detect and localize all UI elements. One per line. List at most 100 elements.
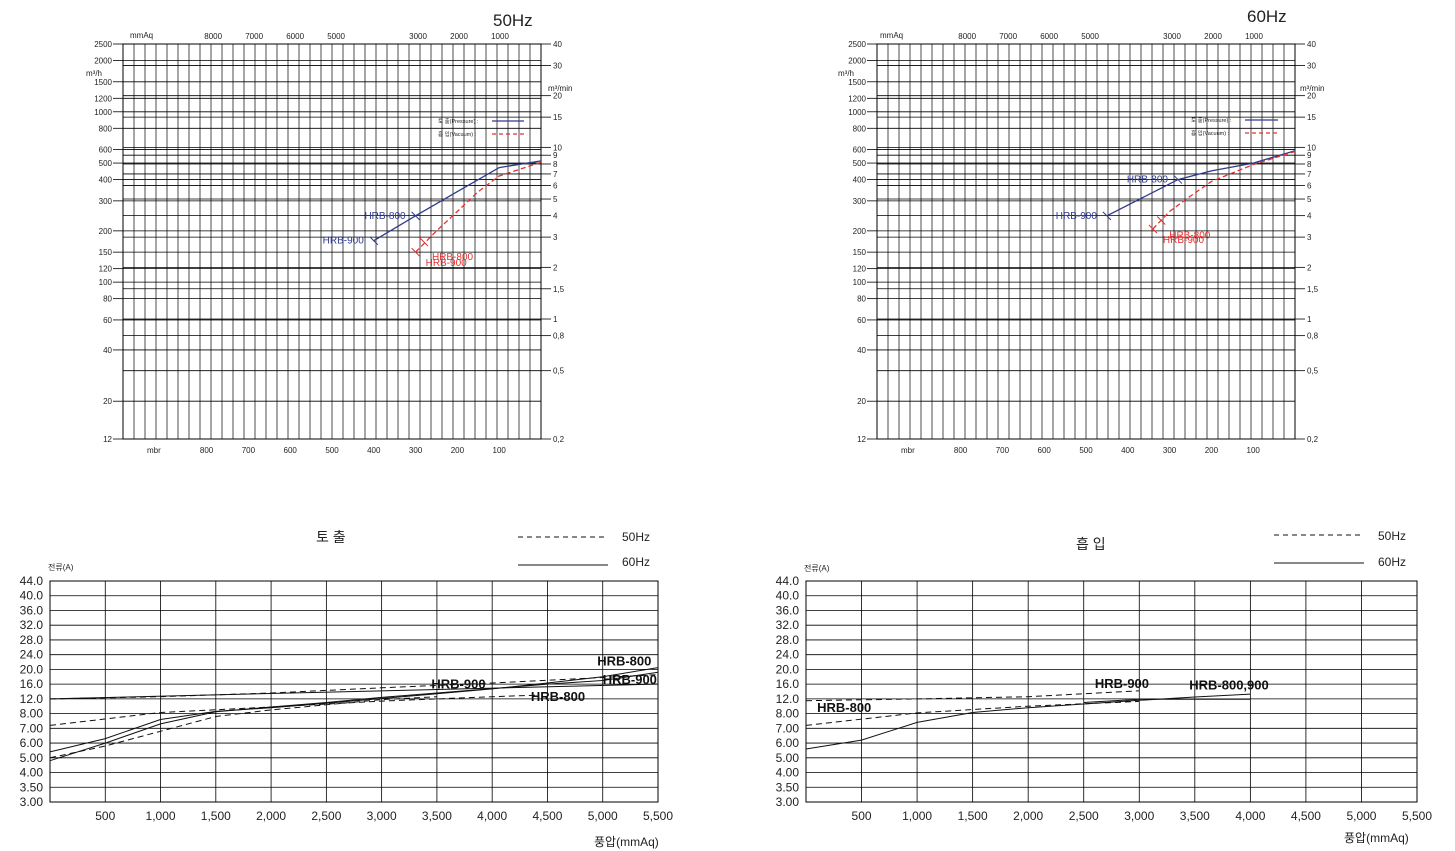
dashed-current-curve <box>805 690 1140 702</box>
right-tick-label: 2 <box>553 263 558 272</box>
solid-current-curve <box>49 683 659 700</box>
left-tick-label: 12 <box>103 435 112 444</box>
y-tick-label: 20.0 <box>776 662 800 676</box>
bottom-tick-label: 100 <box>493 446 507 455</box>
y-tick-label: 7.00 <box>776 721 800 735</box>
bottom-unit: mbr <box>901 446 915 455</box>
bottom-tick-label: 700 <box>996 446 1010 455</box>
left-tick-label: 100 <box>853 278 867 287</box>
right-tick-label: 40 <box>1307 40 1316 49</box>
model-marker <box>1102 211 1112 221</box>
top-tick-label: 2000 <box>1204 32 1222 41</box>
current-annotations: HRB-900 HRB-800 HRB-800 HRB-900 <box>431 654 657 704</box>
model-label: HRB-900 <box>603 672 657 687</box>
top-unit: mmAq <box>130 31 153 40</box>
x-tick-label: 5,000 <box>1346 809 1376 823</box>
current-annotations: HRB-800 HRB-900 HRB-800,900 <box>817 676 1269 715</box>
left-tick-label: 150 <box>853 248 867 257</box>
x-tick-label: 2,500 <box>1069 809 1099 823</box>
model-marker <box>369 236 379 246</box>
right-tick-label: 0,8 <box>1307 332 1319 341</box>
x-tick-label: 3,000 <box>1124 809 1154 823</box>
right-tick-label: 30 <box>1307 61 1316 70</box>
left-tick-label: 2500 <box>848 40 866 49</box>
y-tick-label: 44.0 <box>776 574 800 588</box>
pressure-curve <box>1106 150 1296 217</box>
left-tick-label: 1200 <box>848 94 866 103</box>
x-tick-label: 4,000 <box>477 809 507 823</box>
y-tick-label: 24.0 <box>776 648 800 662</box>
plot-frame <box>805 580 1418 803</box>
right-tick-label: 2 <box>1307 263 1312 272</box>
right-tick-label: 9 <box>553 151 558 160</box>
current-ticks: 44.040.036.032.028.024.020.016.012.08.00… <box>776 574 1433 823</box>
y-tick-label: 36.0 <box>20 603 44 617</box>
left-tick-label: 500 <box>99 159 113 168</box>
legend-60hz: 60Hz <box>1378 555 1406 569</box>
right-tick-label: 15 <box>553 113 562 122</box>
right-tick-label: 1,5 <box>553 285 565 294</box>
bottom-unit: mbr <box>147 446 161 455</box>
model-label: HRB-900 <box>426 258 468 269</box>
left-tick-label: 800 <box>853 124 867 133</box>
bottom-tick-label: 600 <box>1038 446 1052 455</box>
left-tick-label: 600 <box>853 146 867 155</box>
legend-50hz: 50Hz <box>1378 529 1406 543</box>
legend-vacuum: 흡 입(Vacuum) : <box>438 130 477 138</box>
top-tick-label: 3000 <box>1163 32 1181 41</box>
x-tick-label: 3,500 <box>422 809 452 823</box>
current-series <box>805 690 1251 750</box>
x-tick-label: 4,500 <box>1291 809 1321 823</box>
left-tick-label: 300 <box>853 197 867 206</box>
current-grid <box>805 580 1418 803</box>
performance-legend: 토 출(Pressure) : 흡 입(Vacuum) : <box>438 117 524 138</box>
y-tick-label: 3.00 <box>776 795 800 809</box>
model-marker <box>411 247 420 257</box>
bottom-tick-label: 800 <box>954 446 968 455</box>
chart-title: 흡 입 <box>1076 536 1106 552</box>
bottom-tick-label: 200 <box>1205 446 1219 455</box>
y-tick-label: 5.00 <box>20 751 44 765</box>
left-tick-label: 20 <box>857 397 866 406</box>
left-tick-label: 400 <box>853 176 867 185</box>
solid-current-curve <box>49 671 659 762</box>
model-marker <box>1148 224 1158 234</box>
left-tick-label: 150 <box>99 248 113 257</box>
y-tick-label: 24.0 <box>20 648 44 662</box>
chart-title: 토 출 <box>316 529 346 545</box>
legend-vacuum: 흡 입(Vacuum) : <box>1191 129 1230 137</box>
y-tick-label: 16.0 <box>776 677 800 691</box>
left-tick-label: 100 <box>99 278 113 287</box>
dashed-current-curve <box>49 696 437 759</box>
y-tick-label: 7.00 <box>20 721 44 735</box>
bottom-tick-label: 300 <box>1163 446 1177 455</box>
current-ticks: 44.040.036.032.028.024.020.016.012.08.00… <box>20 574 674 823</box>
y-tick-label: 8.00 <box>20 707 44 721</box>
model-label: HRB-800 <box>1169 231 1211 242</box>
legend-50hz: 50Hz <box>622 530 650 544</box>
x-tick-label: 5,500 <box>1402 809 1432 823</box>
performance-grid <box>122 43 542 440</box>
bottom-tick-label: 100 <box>1247 446 1261 455</box>
right-unit: m³/min <box>548 84 572 93</box>
x-tick-label: 3,000 <box>367 809 397 823</box>
left-tick-label: 500 <box>853 159 867 168</box>
legend-pressure: 토 출(Pressure) : <box>1191 116 1232 124</box>
left-tick-label: 200 <box>853 227 867 236</box>
x-tick-label: 1,500 <box>958 809 988 823</box>
left-tick-label: 200 <box>99 227 113 236</box>
right-tick-label: 5 <box>553 195 558 204</box>
y-tick-label: 28.0 <box>20 633 44 647</box>
right-tick-label: 1 <box>553 315 558 324</box>
bottom-tick-label: 200 <box>451 446 465 455</box>
right-tick-label: 3 <box>1307 233 1312 242</box>
left-tick-label: 60 <box>103 316 112 325</box>
current-chart-suction: 흡 입 50Hz 60Hz 전류(A) 풍압(mmAq) 44.040.036.… <box>776 529 1433 845</box>
performance-series <box>373 160 542 253</box>
model-marker <box>419 237 429 247</box>
right-tick-label: 0,2 <box>553 435 565 444</box>
x-tick-label: 2,500 <box>311 809 341 823</box>
x-tick-label: 2,000 <box>1013 809 1043 823</box>
left-tick-label: 60 <box>857 316 866 325</box>
